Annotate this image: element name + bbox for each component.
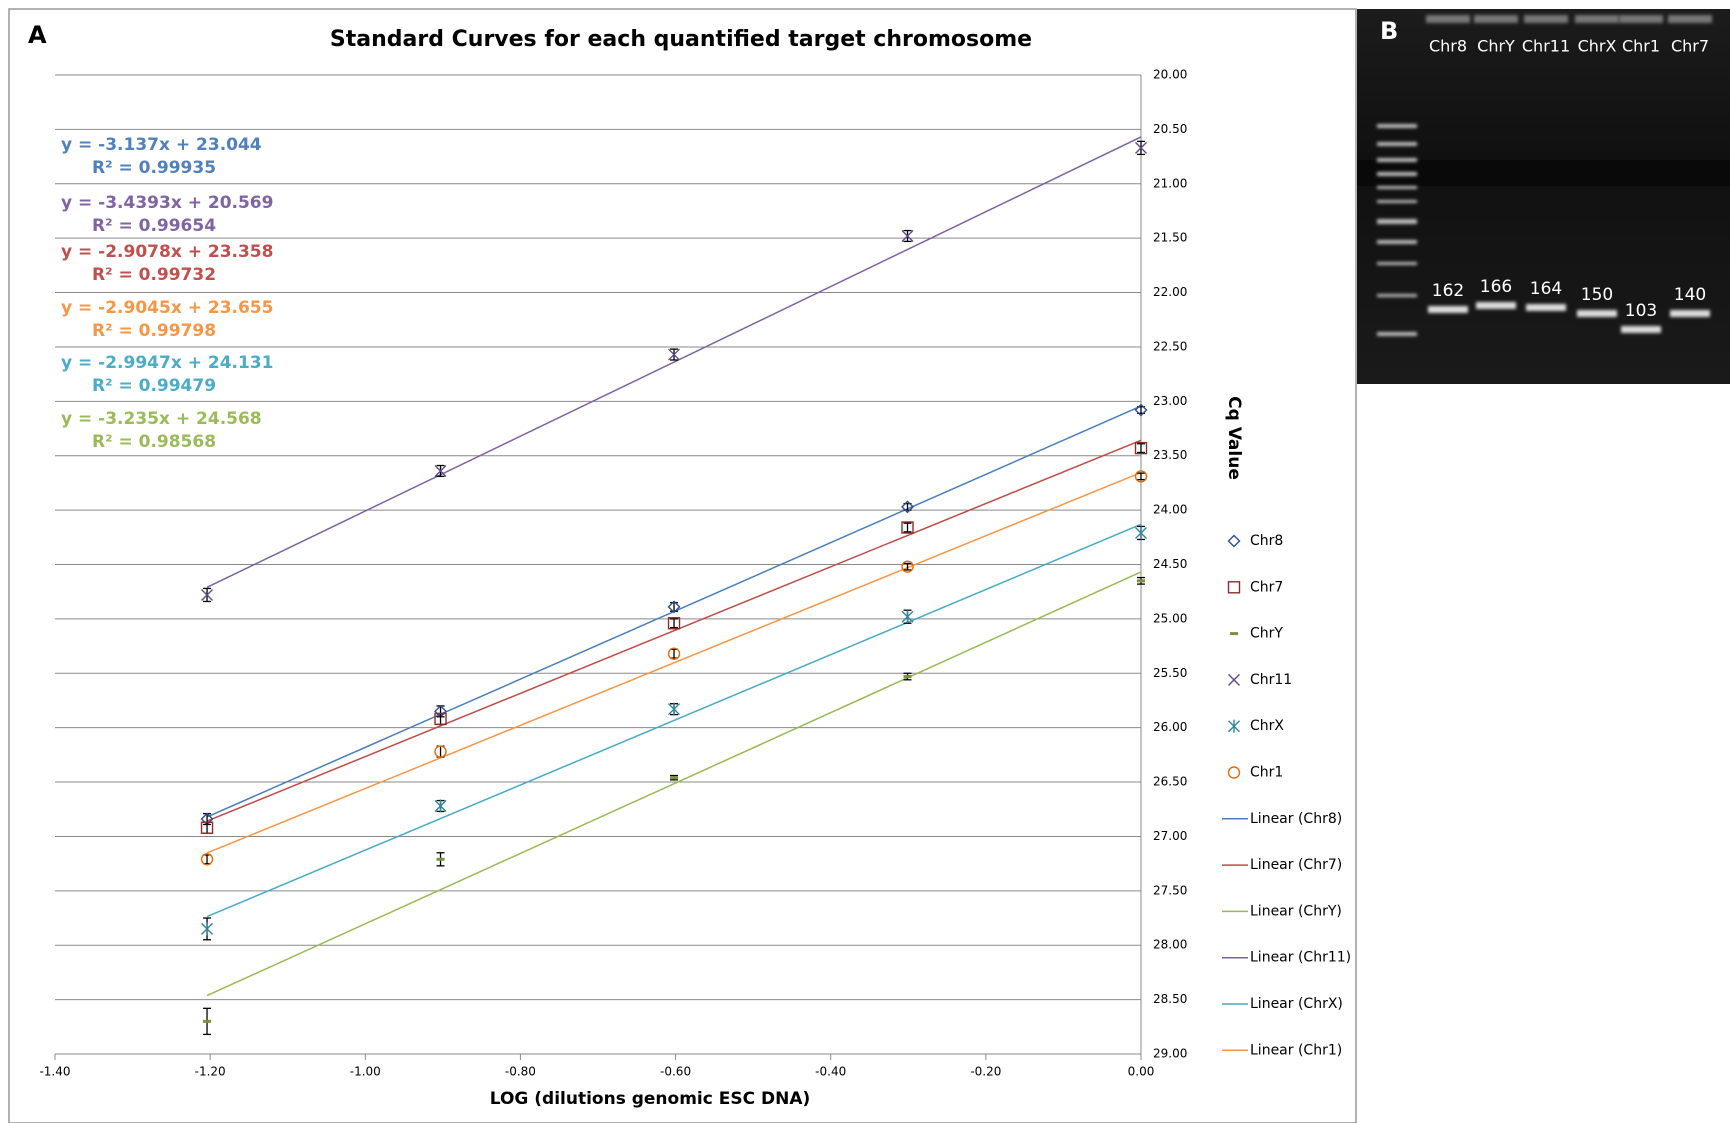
- r-squared: R² = 0.99732: [92, 265, 216, 285]
- legend-label: Linear (Chr8): [1250, 811, 1342, 827]
- x-tick-label: 0.00: [1128, 1065, 1155, 1079]
- legend-label: Chr11: [1250, 672, 1292, 688]
- chart-title: Standard Curves for each quantified targ…: [330, 27, 1032, 52]
- x-tick-label: -0.60: [660, 1065, 691, 1079]
- lane-label: ChrY: [1477, 37, 1515, 56]
- r-squared: R² = 0.98568: [92, 432, 216, 452]
- x-tick-label: -0.40: [815, 1065, 846, 1079]
- legend-label: Chr1: [1250, 765, 1283, 781]
- r-squared: R² = 0.99935: [92, 158, 216, 178]
- band-size: 150: [1581, 285, 1613, 305]
- legend-label: Chr8: [1250, 533, 1283, 549]
- well: [1619, 15, 1663, 23]
- y-tick-label: 27.50: [1153, 883, 1187, 897]
- x-tick-label: -1.20: [195, 1065, 226, 1079]
- well: [1575, 15, 1619, 23]
- r-squared: R² = 0.99479: [92, 376, 216, 396]
- lane-label: Chr11: [1522, 37, 1570, 56]
- well: [1668, 15, 1712, 23]
- band-size: 103: [1625, 301, 1657, 321]
- gel-panel: B Chr8 162 ChrY 166 Chr11 164 ChrX 150 Chr1 103 Chr…: [1357, 9, 1730, 384]
- equation: y = -3.235x + 24.568: [61, 409, 262, 429]
- x-axis-title: LOG (dilutions genomic ESC DNA): [490, 1089, 811, 1109]
- legend-label: Linear (Chr7): [1250, 857, 1342, 873]
- y-tick-label: 20.00: [1153, 68, 1187, 82]
- panel-label: A: [28, 21, 47, 49]
- r-squared: R² = 0.99798: [92, 321, 216, 341]
- band: [1621, 326, 1661, 333]
- y-tick-label: 21.50: [1153, 231, 1187, 245]
- lane-label: Chr1: [1622, 37, 1660, 56]
- well: [1524, 15, 1568, 23]
- legend-label: Chr7: [1250, 579, 1283, 595]
- figure: A Standard Curves for each quantified ta…: [0, 0, 1730, 1123]
- equation: y = -3.137x + 23.044: [61, 135, 262, 155]
- legend-label: Linear (Chr1): [1250, 1042, 1342, 1058]
- lane-label: Chr7: [1671, 37, 1709, 56]
- y-tick-label: 29.00: [1153, 1047, 1187, 1061]
- y-tick-label: 20.50: [1153, 122, 1187, 136]
- y-tick-label: 28.00: [1153, 938, 1187, 952]
- gel-image: [1357, 9, 1730, 384]
- band: [1428, 306, 1468, 313]
- band-size: 162: [1432, 281, 1464, 301]
- band: [1577, 310, 1617, 317]
- x-tick-label: -0.80: [505, 1065, 536, 1079]
- y-tick-label: 22.50: [1153, 339, 1187, 353]
- equation: y = -3.4393x + 20.569: [61, 193, 273, 213]
- y-tick-label: 25.50: [1153, 666, 1187, 680]
- y-tick-label: 26.50: [1153, 775, 1187, 789]
- band: [1670, 310, 1710, 317]
- band-size: 164: [1530, 279, 1562, 299]
- x-tick-label: -1.00: [350, 1065, 381, 1079]
- y-tick-label: 21.00: [1153, 176, 1187, 190]
- page: A Standard Curves for each quantified ta…: [0, 0, 1730, 1123]
- lane-label: ChrX: [1578, 37, 1617, 56]
- band: [1526, 304, 1566, 311]
- equation: y = -2.9045x + 23.655: [61, 298, 273, 318]
- x-tick-label: -0.20: [970, 1065, 1001, 1079]
- lane-label: Chr8: [1429, 37, 1467, 56]
- y-tick-label: 23.50: [1153, 448, 1187, 462]
- legend-label: Linear (ChrY): [1250, 903, 1342, 919]
- y-axis-title: Cq Value: [1224, 396, 1244, 480]
- equation: y = -2.9947x + 24.131: [61, 353, 273, 373]
- legend-label: Linear (Chr11): [1250, 950, 1351, 966]
- band-size: 166: [1480, 277, 1512, 297]
- legend-label: ChrY: [1250, 626, 1283, 642]
- y-tick-label: 24.50: [1153, 557, 1187, 571]
- panel-label: B: [1380, 17, 1398, 45]
- y-tick-label: 23.00: [1153, 394, 1187, 408]
- y-tick-label: 28.50: [1153, 992, 1187, 1006]
- legend-label: Linear (ChrX): [1250, 996, 1343, 1012]
- legend-label: ChrX: [1250, 718, 1284, 734]
- y-tick-label: 22.00: [1153, 285, 1187, 299]
- well: [1474, 15, 1518, 23]
- x-tick-label: -1.40: [39, 1065, 70, 1079]
- band: [1476, 302, 1516, 309]
- y-tick-label: 27.00: [1153, 829, 1187, 843]
- y-tick-label: 26.00: [1153, 720, 1187, 734]
- equation: y = -2.9078x + 23.358: [61, 242, 273, 262]
- r-squared: R² = 0.99654: [92, 216, 216, 236]
- y-tick-label: 25.00: [1153, 611, 1187, 625]
- band-size: 140: [1674, 285, 1706, 305]
- well: [1426, 15, 1470, 23]
- y-tick-label: 24.00: [1153, 503, 1187, 517]
